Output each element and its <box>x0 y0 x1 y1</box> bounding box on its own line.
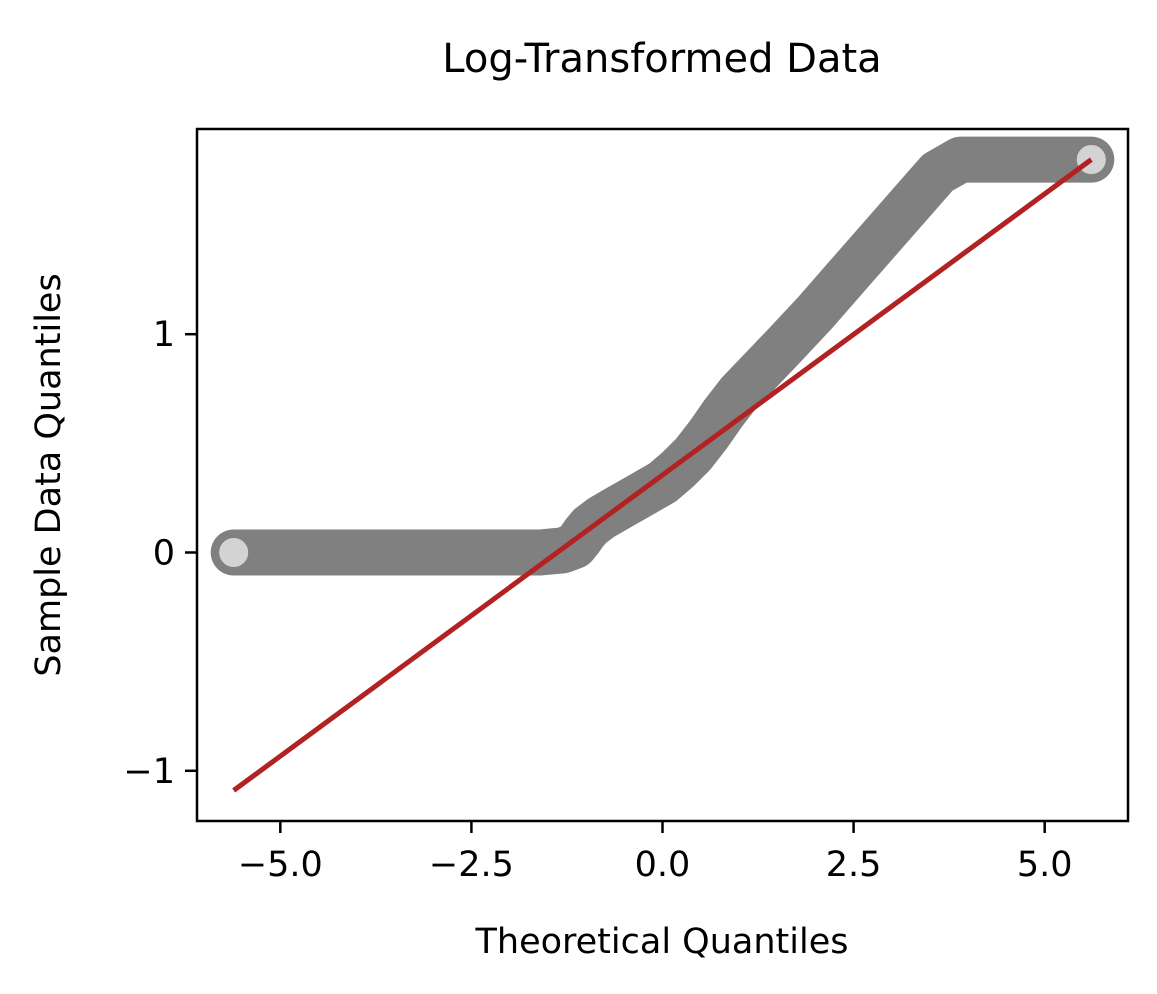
sample-point <box>758 366 765 373</box>
plot-marks <box>210 136 1115 793</box>
chart-title: Log-Transformed Data <box>442 36 881 82</box>
sample-point <box>506 549 513 556</box>
sample-point <box>904 204 911 211</box>
sample-point <box>315 549 322 556</box>
sample-point <box>468 549 475 556</box>
sample-point <box>430 549 437 556</box>
sample-point-end <box>214 532 254 572</box>
y-tick-label: 0 <box>153 533 175 573</box>
sample-point <box>873 239 880 246</box>
sample-point <box>842 274 849 281</box>
sample-point <box>1018 156 1025 163</box>
sample-point <box>353 549 360 556</box>
reference-line <box>232 157 1093 793</box>
sample-point <box>262 549 269 556</box>
sample-point <box>969 156 976 163</box>
x-tick-label: 5.0 <box>1017 845 1073 885</box>
sample-point <box>988 156 995 163</box>
sample-point <box>812 309 819 316</box>
sample-point <box>781 342 788 349</box>
x-tick-label: 0.0 <box>635 845 691 885</box>
sample-point <box>391 549 398 556</box>
sample-quantile-band <box>210 136 1115 576</box>
x-tick-label: −5.0 <box>238 845 323 885</box>
plot-axes: −5.0 −2.5 0.0 2.5 5.0 −1 0 1 <box>123 315 1072 885</box>
sample-point <box>735 390 742 397</box>
sample-point <box>705 431 712 438</box>
plot-frame <box>195 127 1130 823</box>
x-tick-label: −2.5 <box>429 845 514 885</box>
y-tick-label: 1 <box>153 315 175 355</box>
sample-point <box>659 479 666 486</box>
sample-point <box>934 169 941 176</box>
sample-point <box>674 466 681 473</box>
x-axis-label: Theoretical Quantiles <box>475 922 849 962</box>
sample-point <box>277 549 284 556</box>
sample-point <box>720 409 727 416</box>
sample-point <box>571 542 578 549</box>
sample-point <box>957 156 964 163</box>
y-axis-label: Sample Data Quantiles <box>29 273 69 676</box>
sample-point <box>1049 156 1056 163</box>
y-tick-label: −1 <box>123 752 175 792</box>
x-tick-label: 2.5 <box>826 845 882 885</box>
sample-point <box>537 549 544 556</box>
